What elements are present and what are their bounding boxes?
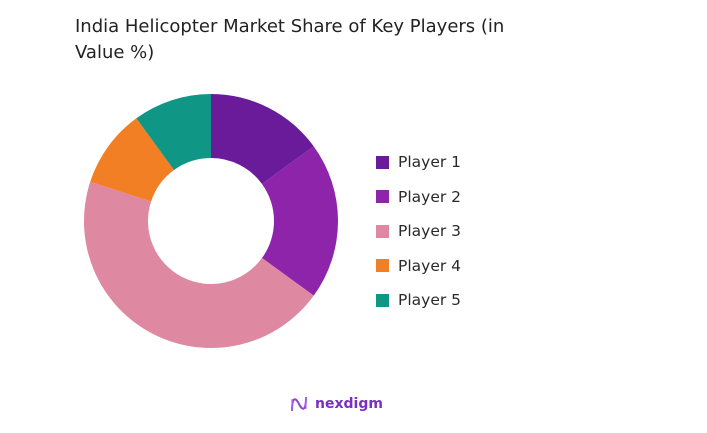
chart-legend: Player 1 Player 2 Player 3 Player 4 Play… [376,145,461,318]
legend-swatch [376,293,389,307]
donut-slice-1 [211,94,314,184]
donut-slice-3 [84,181,314,348]
legend-label: Player 4 [398,256,462,275]
legend-item-player-2: Player 2 [376,180,461,215]
legend-item-player-3: Player 3 [376,214,461,249]
donut-slice-4 [90,118,174,202]
legend-swatch [376,259,389,273]
nexdigm-logo-icon [291,396,307,412]
legend-swatch [376,224,389,238]
legend-item-player-5: Player 5 [376,283,461,318]
donut-slice-2 [261,146,338,296]
legend-item-player-1: Player 1 [376,145,461,180]
donut-slice-5 [136,94,211,171]
legend-label: Player 3 [398,222,462,241]
legend-label: Player 1 [398,153,462,172]
legend-item-player-4: Player 4 [376,249,461,284]
legend-swatch [376,155,389,169]
nexdigm-logo: nexdigm [289,394,383,414]
legend-label: Player 2 [398,187,462,206]
chart-title: India Helicopter Market Share of Key Pla… [75,16,505,63]
logo-text: nexdigm [315,396,383,412]
legend-swatch [376,190,389,204]
legend-label: Player 5 [398,291,462,310]
